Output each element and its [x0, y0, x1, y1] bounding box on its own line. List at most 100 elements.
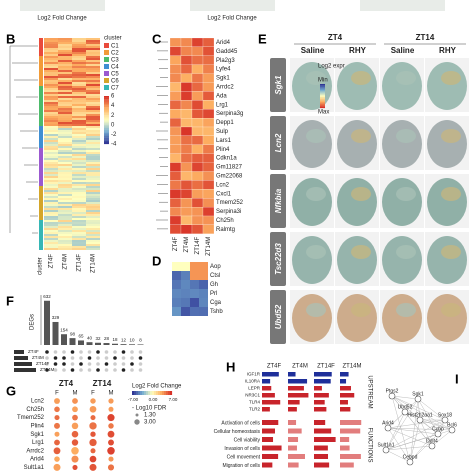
- heat-cell: [181, 289, 190, 298]
- heat-cell: [72, 120, 86, 122]
- colorbar: [320, 98, 325, 100]
- heat-cell: [86, 212, 100, 214]
- bar-label: 154: [60, 327, 68, 332]
- brain-section: [292, 236, 332, 284]
- heat-cell: [86, 98, 100, 100]
- bar: [340, 372, 349, 377]
- heat-cell: [44, 196, 58, 198]
- heat-cell: [44, 162, 58, 164]
- set-dot: [121, 362, 126, 366]
- heat-cell: [44, 76, 58, 78]
- brain-section: [427, 178, 467, 226]
- heat-cell: [72, 240, 86, 242]
- heat-cell: [44, 216, 58, 218]
- colorbar: [140, 391, 143, 395]
- gene-label: Plin4: [216, 147, 230, 153]
- heat-cell: [190, 271, 199, 280]
- colorbar: [104, 128, 109, 130]
- heat-cell: [191, 126, 204, 136]
- heat-cell: [202, 144, 215, 154]
- heat-cell: [86, 40, 100, 42]
- heat-cell: [72, 182, 86, 184]
- node: [406, 458, 414, 466]
- colorbar: [104, 137, 109, 140]
- heat-cell: [169, 109, 182, 119]
- heat-cell: [44, 130, 58, 132]
- heat-cell: [86, 240, 100, 242]
- heat-cell: [181, 307, 190, 316]
- heat-cell: [44, 100, 58, 102]
- heat-cell: [44, 66, 58, 68]
- gene-label: Aop: [210, 264, 221, 270]
- heat-cell: [86, 220, 100, 222]
- heat-cell: [72, 224, 86, 226]
- heat-cell: [86, 64, 100, 66]
- heat-cell: [169, 117, 182, 128]
- gene-label: Sgk1: [216, 76, 230, 82]
- heat-cell: [44, 168, 58, 170]
- panel-letter: B: [6, 31, 15, 46]
- heat-cell: [58, 74, 72, 76]
- edge: [417, 398, 421, 421]
- legend-swatch: [104, 43, 109, 48]
- heat-cell: [58, 64, 72, 66]
- heat-cell: [58, 60, 72, 62]
- heat-cell: [202, 91, 215, 101]
- brain-region: [441, 245, 461, 259]
- heat-cell: [58, 232, 72, 234]
- heat-cell: [58, 102, 72, 104]
- colorbar: [104, 105, 109, 108]
- brain-region: [306, 245, 326, 259]
- heat-cell: [86, 142, 100, 144]
- brain-region: [441, 303, 461, 317]
- colorbar: [320, 96, 325, 98]
- heat-cell: [44, 118, 58, 120]
- colorbar: [136, 391, 139, 395]
- bar: [262, 400, 281, 405]
- heat-cell: [86, 222, 100, 224]
- bar: [288, 462, 299, 468]
- heat-cell: [58, 40, 72, 42]
- heat-cell: [72, 232, 86, 234]
- set-dot: [62, 350, 66, 354]
- heat-cell: [44, 222, 58, 224]
- gene-label: Cxcl1: [216, 191, 232, 197]
- heat-cell: [191, 109, 204, 119]
- heat-cell: [169, 153, 182, 163]
- heat-cell: [44, 140, 58, 142]
- heat-cell: [44, 102, 58, 104]
- heat-cell: [44, 114, 58, 116]
- heat-cell: [72, 50, 86, 52]
- heat-cell: [44, 134, 58, 136]
- heat-cell: [86, 234, 100, 236]
- heat-cell: [86, 144, 100, 146]
- heat-cell: [58, 126, 72, 128]
- heat-cell: [180, 215, 193, 225]
- dot: [89, 438, 97, 447]
- dot: [72, 464, 78, 470]
- heat-cell: [180, 91, 193, 101]
- colorbar-tick: -7.00: [128, 397, 139, 402]
- heat-cell: [202, 37, 215, 47]
- set-dot: [104, 362, 109, 366]
- heat-cell: [44, 204, 58, 206]
- heat-cell: [180, 55, 193, 65]
- colorbar: [320, 85, 325, 87]
- heat-cell: [44, 74, 58, 76]
- column-label: ZT14M: [91, 254, 97, 273]
- axis-label: Log2 Fold Change: [207, 16, 257, 22]
- colorbar: [104, 115, 109, 117]
- heat-cell: [199, 280, 208, 289]
- row-label: Migration of cells: [222, 463, 260, 469]
- heat-cell: [202, 215, 215, 225]
- heat-cell: [72, 230, 86, 232]
- set-bar: [14, 362, 32, 366]
- heat-cell: [44, 58, 58, 60]
- heat-cell: [72, 228, 86, 230]
- heat-cell: [72, 48, 86, 50]
- edge: [419, 419, 439, 435]
- heat-cell: [44, 248, 58, 250]
- heat-cell: [202, 46, 215, 56]
- gene-tab: [270, 58, 286, 112]
